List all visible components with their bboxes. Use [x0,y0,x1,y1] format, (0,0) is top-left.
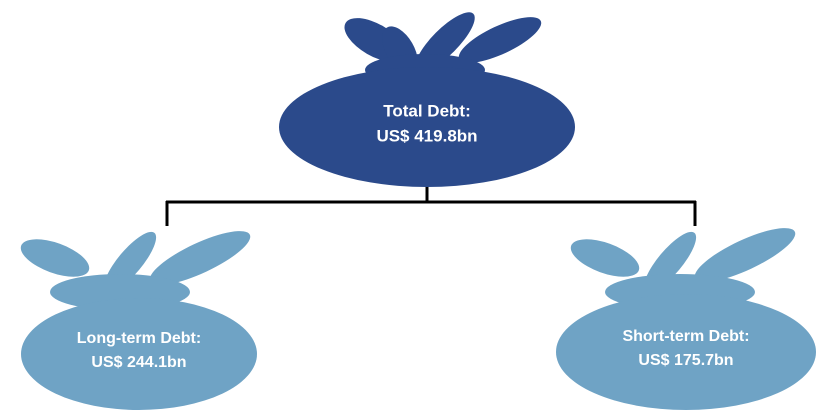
node-long-term: Long-term Debt: US$ 244.1bn [20,231,257,410]
node-label: Short-term Debt: [622,328,749,345]
node-ellipse [21,298,257,410]
node-short-term: Short-term Debt: US$ 175.7bn [556,228,816,410]
node-label: US$ 244.1bn [91,354,186,371]
node-ellipse [279,67,575,187]
connectors [165,180,697,226]
node-label: US$ 175.7bn [638,352,733,369]
node-label: US$ 419.8bn [376,126,477,145]
node-label: Long-term Debt: [77,330,201,347]
node-label: Total Debt: [383,101,471,120]
node-ellipse [556,294,816,410]
node-total: Total Debt: US$ 419.8bn [279,12,575,187]
crown [20,231,251,310]
